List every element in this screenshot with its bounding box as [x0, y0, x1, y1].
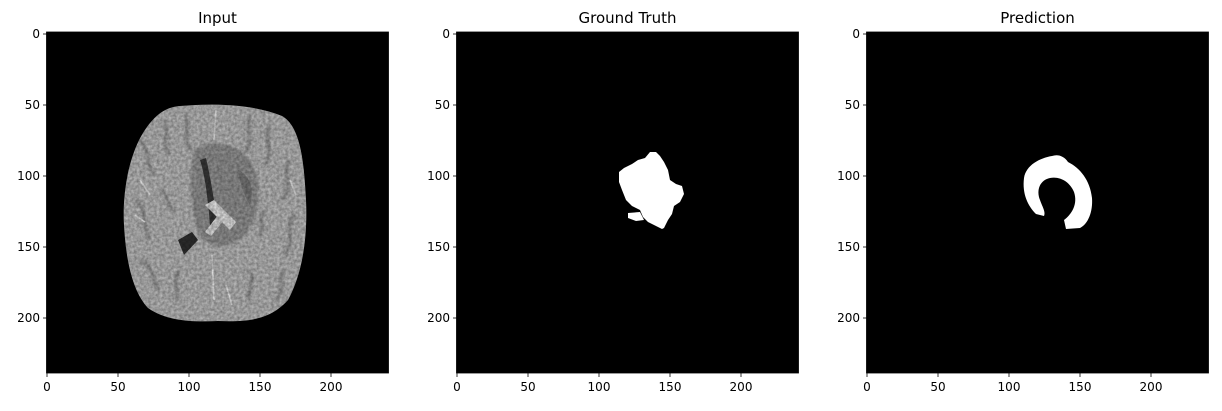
- axes-frame: [456, 31, 799, 374]
- y-tick-label: 150: [427, 240, 450, 254]
- y-axis: [43, 33, 47, 319]
- y-tick-label: 200: [837, 311, 860, 325]
- x-tick-label: 200: [320, 380, 343, 394]
- x-tick-label: 50: [110, 380, 125, 394]
- image-area: [456, 32, 799, 373]
- y-tick-label: 0: [852, 27, 860, 41]
- y-tick-label: 0: [442, 27, 450, 41]
- y-tick-label: 100: [837, 169, 860, 183]
- x-tick-label: 0: [863, 380, 871, 394]
- y-axis: [863, 33, 867, 319]
- y-axis: [453, 33, 457, 319]
- ground-truth-mask: [619, 152, 684, 229]
- x-tick-label: 100: [998, 380, 1021, 394]
- panel-title: Ground Truth: [579, 9, 677, 27]
- y-tick-label: 50: [25, 98, 40, 112]
- x-tick-label: 0: [43, 380, 51, 394]
- panel-title: Input: [198, 9, 237, 27]
- x-tick-label: 150: [659, 380, 682, 394]
- x-axis: [46, 373, 332, 377]
- x-tick-label: 150: [249, 380, 272, 394]
- x-tick-label: 50: [520, 380, 535, 394]
- y-tick-label: 50: [435, 98, 450, 112]
- brain-mri-image: [123, 104, 307, 322]
- axes-frame: [46, 31, 389, 374]
- panel-prediction: Prediction 0 50 100 150 200: [837, 9, 1209, 394]
- x-axis: [456, 373, 742, 377]
- panel-input: Input: [17, 9, 389, 394]
- x-tick-label: 100: [588, 380, 611, 394]
- y-tick-label: 0: [32, 27, 40, 41]
- panel-ground-truth: Ground Truth 0 50 100 150 200: [427, 9, 799, 394]
- x-tick-label: 0: [453, 380, 461, 394]
- x-tick-label: 100: [178, 380, 201, 394]
- x-axis: [866, 373, 1152, 377]
- prediction-mask: [1023, 155, 1093, 229]
- x-tick-label: 150: [1069, 380, 1092, 394]
- y-tick-label: 200: [17, 311, 40, 325]
- y-tick-label: 150: [17, 240, 40, 254]
- y-tick-label: 150: [837, 240, 860, 254]
- y-tick-label: 200: [427, 311, 450, 325]
- x-tick-label: 200: [730, 380, 753, 394]
- axes-frame: [866, 31, 1209, 374]
- y-tick-label: 100: [427, 169, 450, 183]
- y-tick-label: 50: [845, 98, 860, 112]
- x-tick-label: 200: [1140, 380, 1163, 394]
- panel-title: Prediction: [1000, 9, 1075, 27]
- x-tick-label: 50: [930, 380, 945, 394]
- y-tick-label: 100: [17, 169, 40, 183]
